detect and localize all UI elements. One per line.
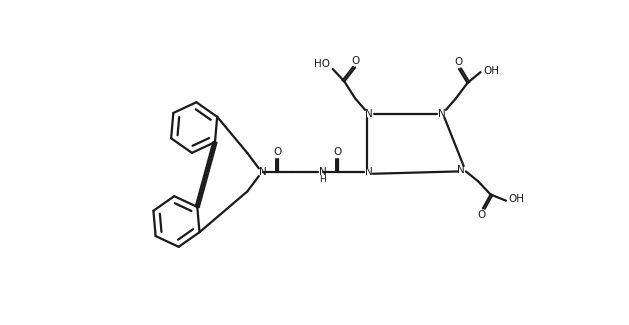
Text: O: O [351,56,359,66]
Text: OH: OH [483,66,499,76]
Text: N: N [319,167,326,177]
Text: H: H [320,175,326,184]
Text: N: N [438,109,446,119]
Text: N: N [457,165,465,175]
Text: HO: HO [314,59,330,70]
Text: N: N [365,109,373,119]
Text: N: N [259,167,267,177]
Text: O: O [477,210,486,220]
Text: O: O [273,147,281,157]
Text: OH: OH [509,194,525,204]
Text: O: O [454,57,462,67]
Text: O: O [333,147,342,157]
Text: N: N [365,167,373,177]
